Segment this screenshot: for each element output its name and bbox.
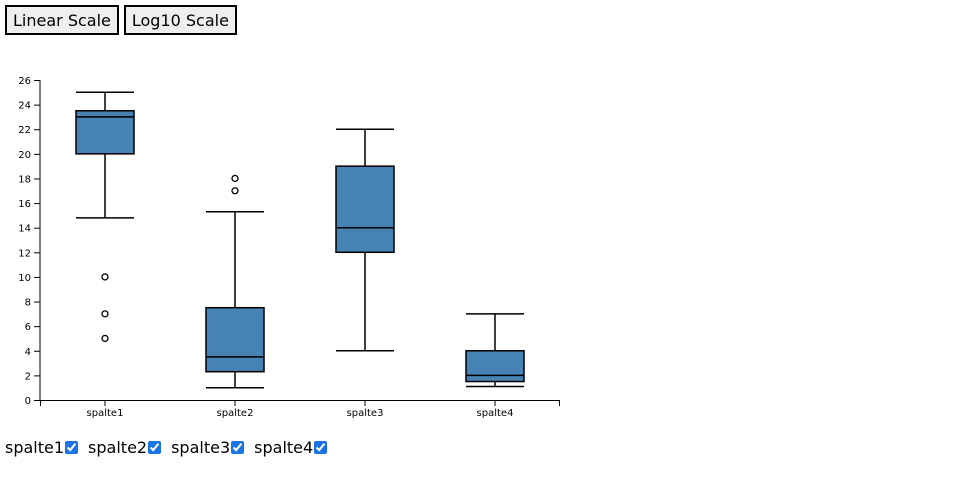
toggle-spalte1[interactable]: spalte1 (5, 438, 79, 457)
y-tick-label: 6 (25, 322, 31, 333)
y-tick-label: 22 (18, 125, 31, 136)
outlier-point (101, 310, 109, 318)
y-tick-label: 26 (18, 76, 31, 87)
x-tick-label: spalte1 (87, 408, 124, 419)
y-tick-label: 10 (18, 273, 31, 284)
toggle-checkbox[interactable] (65, 441, 79, 454)
outlier-point (231, 187, 239, 195)
toggle-checkbox[interactable] (148, 441, 162, 454)
toggle-spalte4[interactable]: spalte4 (254, 438, 328, 457)
y-tick-label: 0 (25, 396, 31, 407)
x-tick-label: spalte4 (477, 408, 514, 419)
box-spalte4 (465, 350, 525, 383)
toggle-label: spalte4 (254, 438, 314, 457)
y-tick-label: 2 (25, 371, 31, 382)
y-tick-label: 4 (25, 347, 31, 358)
series-toggles: spalte1 spalte2 spalte3 spalte4 (5, 438, 328, 457)
scale-toolbar: Linear Scale Log10 Scale (5, 5, 237, 35)
x-tick-label: spalte2 (217, 408, 254, 419)
x-tick-label: spalte3 (347, 408, 384, 419)
y-tick-label: 12 (18, 248, 31, 259)
log10-scale-button[interactable]: Log10 Scale (123, 5, 237, 35)
toggle-spalte3[interactable]: spalte3 (171, 438, 245, 457)
y-tick-label: 18 (18, 174, 31, 185)
linear-scale-button[interactable]: Linear Scale (5, 5, 119, 35)
toggle-spalte2[interactable]: spalte2 (88, 438, 162, 457)
box-spalte3 (335, 165, 395, 254)
toggle-label: spalte3 (171, 438, 231, 457)
box-spalte2 (205, 306, 265, 373)
toggle-checkbox[interactable] (314, 441, 328, 454)
y-tick-label: 8 (25, 298, 31, 309)
toggle-label: spalte1 (5, 438, 65, 457)
outlier-point (101, 334, 109, 343)
toggle-label: spalte2 (88, 438, 148, 457)
toggle-checkbox[interactable] (231, 441, 245, 454)
y-tick-label: 16 (18, 199, 31, 210)
y-tick-label: 24 (18, 101, 31, 112)
box-spalte1 (75, 110, 135, 155)
outlier-point (101, 273, 109, 281)
outlier-point (231, 174, 239, 183)
y-tick-label: 20 (18, 150, 31, 161)
y-tick-label: 14 (18, 224, 31, 235)
